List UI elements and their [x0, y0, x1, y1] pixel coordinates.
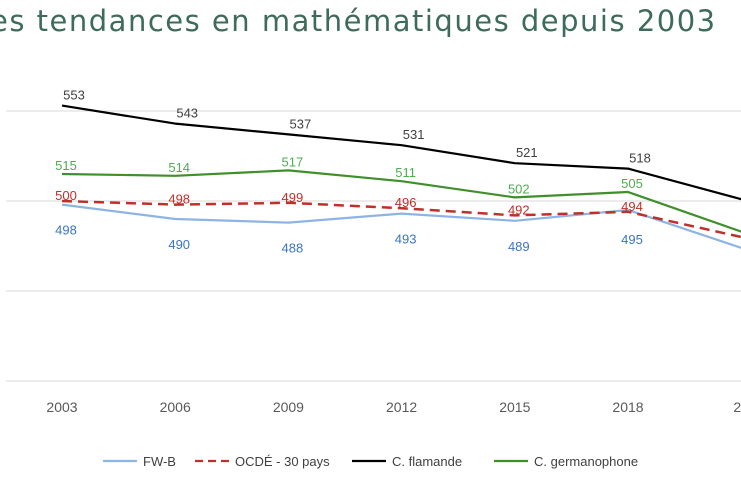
legend-entry: C. germanophone — [534, 454, 638, 469]
data-label: 543 — [176, 106, 198, 121]
data-label: 505 — [621, 176, 643, 191]
data-label: 514 — [168, 160, 190, 175]
data-label: 515 — [55, 158, 77, 173]
data-label: 537 — [290, 116, 312, 131]
legend-entry: C. flamande — [392, 454, 462, 469]
data-label: 553 — [63, 88, 85, 103]
data-label: 489 — [508, 239, 530, 254]
x-tick-label: 20 — [733, 399, 741, 415]
data-label: 492 — [508, 202, 530, 217]
data-label: 496 — [395, 195, 417, 210]
data-label: 495 — [621, 232, 643, 247]
data-label: 521 — [516, 145, 538, 160]
data-label: 502 — [508, 181, 530, 196]
chart-title: es tendances en mathématiques depuis 200… — [0, 4, 717, 38]
series-line-ocd-30-pays — [61, 199, 741, 239]
x-tick-label: 2009 — [273, 399, 304, 415]
data-label: 488 — [282, 241, 304, 256]
data-label: 498 — [55, 223, 77, 238]
data-label: 494 — [621, 199, 643, 214]
data-label: 517 — [282, 154, 304, 169]
data-label: 500 — [55, 188, 77, 203]
x-tick-label: 2015 — [499, 399, 530, 415]
x-tick-label: 2018 — [612, 399, 643, 415]
data-label: 499 — [282, 190, 304, 205]
legend-entry: OCDÉ - 30 pays — [235, 454, 330, 469]
x-tick-label: 2003 — [46, 399, 77, 415]
data-label: 498 — [168, 192, 190, 207]
series-line-c-flamande — [61, 104, 741, 201]
data-label: 518 — [629, 151, 651, 166]
data-label: 493 — [395, 232, 417, 247]
data-label: 531 — [403, 127, 425, 142]
x-tick-label: 2006 — [160, 399, 191, 415]
series-line-fw-b — [61, 203, 741, 249]
legend-entry: FW-B — [143, 454, 176, 469]
data-label: 490 — [168, 237, 190, 252]
data-label: 511 — [395, 165, 416, 180]
series-line-c-germanophone — [61, 169, 741, 233]
x-tick-label: 2012 — [386, 399, 417, 415]
